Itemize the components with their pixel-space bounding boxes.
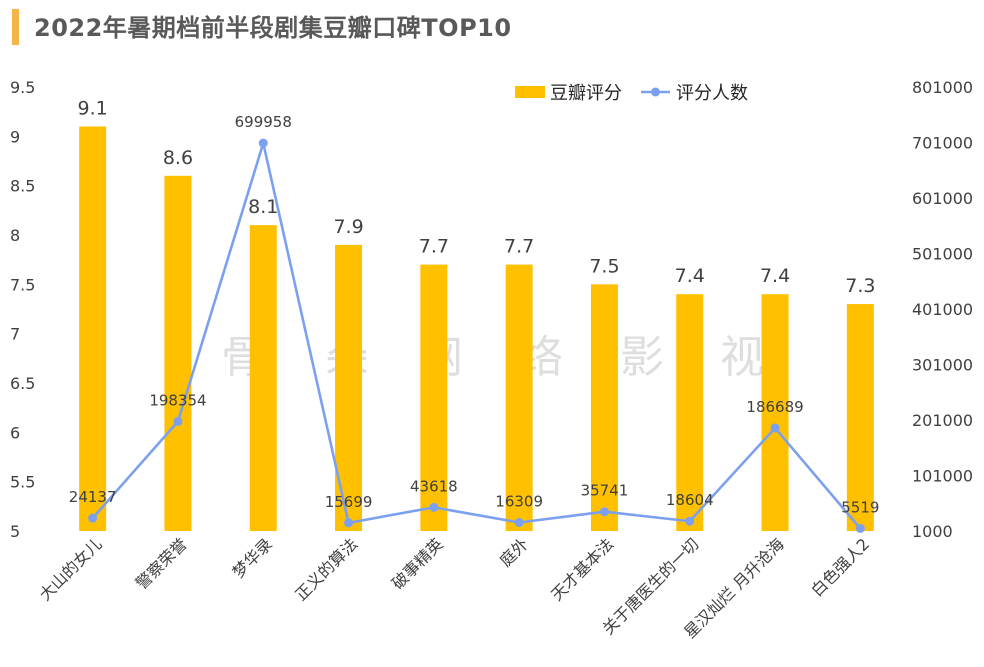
legend: 豆瓣评分 评分人数 — [515, 83, 748, 104]
right-tick-label: 301000 — [912, 356, 973, 375]
bar-data-label: 8.6 — [163, 147, 193, 169]
line-data-label: 16309 — [495, 493, 543, 511]
bar — [846, 304, 874, 531]
legend-line-label: 评分人数 — [676, 83, 748, 104]
right-axis: 1000 101000 201000 301000 401000 501000 601000… — [912, 78, 973, 541]
line-point — [514, 518, 524, 528]
left-tick-label: 5 — [10, 522, 20, 541]
bar-data-label: 7.5 — [589, 255, 619, 277]
bar-data-label: 7.7 — [419, 236, 449, 258]
category-axis: 大山的女儿 警察荣誉 梦华录 正义的算法 破事精英 庭外 天才基本法关于唐医生的一切星汉灿烂… — [35, 534, 873, 642]
bar-data-label: 7.7 — [504, 236, 534, 258]
right-tick-label: 1000 — [912, 522, 953, 541]
bar — [676, 294, 704, 531]
left-tick-label: 9 — [10, 127, 20, 146]
legend-bar-swatch — [515, 86, 545, 98]
category-label: 天才基本法 — [547, 534, 617, 604]
bar-data-label: 7.9 — [333, 216, 363, 238]
line-data-label: 35741 — [581, 482, 629, 500]
left-tick-label: 6 — [10, 423, 20, 442]
left-tick-label: 5.5 — [10, 473, 35, 492]
line-point — [685, 516, 695, 526]
left-axis: 5 5.5 6 6.5 7 7.5 8 8.5 9 9.5 — [10, 78, 35, 541]
category-label: 正义的算法 — [291, 534, 361, 604]
line-data-label: 18604 — [666, 491, 714, 509]
bar — [79, 126, 107, 531]
line-data-label: 24137 — [69, 488, 117, 506]
watermark-char: 视 — [720, 332, 764, 383]
category-label: 白色强人2 — [807, 534, 873, 600]
line-data-label: 43618 — [410, 477, 458, 495]
line-point — [599, 507, 609, 517]
line-point — [855, 523, 865, 533]
left-tick-label: 6.5 — [10, 374, 35, 393]
bar — [505, 264, 533, 531]
watermark-char: 影 — [620, 332, 664, 383]
line-data-label: 186689 — [746, 398, 803, 416]
line-data-label: 5519 — [841, 498, 879, 516]
legend-line-marker — [651, 87, 660, 97]
page-title: 2022年暑期档前半段剧集豆瓣口碑TOP10 — [34, 14, 512, 42]
bar-series — [79, 126, 874, 532]
left-tick-label: 7 — [10, 325, 20, 344]
category-label: 破事精英 — [388, 534, 447, 593]
line-path — [91, 141, 862, 530]
bar-data-label: 8.1 — [248, 196, 278, 218]
right-tick-label: 801000 — [912, 78, 973, 97]
bar-data-label: 9.1 — [78, 97, 108, 119]
line-point — [173, 416, 183, 426]
left-tick-label: 7.5 — [10, 275, 35, 294]
right-tick-label: 701000 — [912, 134, 973, 153]
line-data-label: 699958 — [235, 113, 292, 131]
bar — [420, 264, 448, 531]
right-tick-label: 201000 — [912, 411, 973, 430]
line-point — [429, 502, 439, 512]
category-label: 大山的女儿 — [35, 534, 105, 604]
line-series: 24137 198354 699958 15699 43618 16309 35741 186… — [69, 113, 879, 533]
right-tick-label: 601000 — [912, 189, 973, 208]
left-tick-label: 9.5 — [10, 78, 35, 97]
right-tick-label: 501000 — [912, 245, 973, 264]
left-tick-label: 8.5 — [10, 177, 35, 196]
bar-data-label: 7.4 — [675, 265, 705, 287]
line-point — [344, 518, 354, 528]
bar-data-label: 7.3 — [845, 275, 875, 297]
bar-labels: 9.1 8.6 8.1 7.9 7.7 7.7 7.5 7.4 7.4 7.3 — [78, 97, 876, 297]
line-point — [770, 423, 780, 433]
bar — [249, 225, 277, 531]
legend-bar-label: 豆瓣评分 — [550, 83, 622, 104]
line-point — [88, 513, 98, 523]
right-tick-label: 101000 — [912, 467, 973, 486]
bar — [761, 294, 789, 531]
line-data-label: 15699 — [325, 493, 373, 511]
left-tick-label: 8 — [10, 226, 20, 245]
bar — [164, 175, 192, 532]
category-label: 梦华录 — [229, 534, 276, 581]
bar — [590, 284, 618, 531]
category-label: 警察荣誉 — [132, 534, 191, 593]
title-accent-bar — [12, 9, 19, 45]
bar-data-label: 7.4 — [760, 265, 790, 287]
bar — [335, 244, 363, 531]
right-tick-label: 401000 — [912, 300, 973, 319]
line-data-label: 198354 — [149, 391, 206, 409]
category-label: 庭外 — [496, 534, 532, 570]
line-point — [258, 138, 268, 148]
